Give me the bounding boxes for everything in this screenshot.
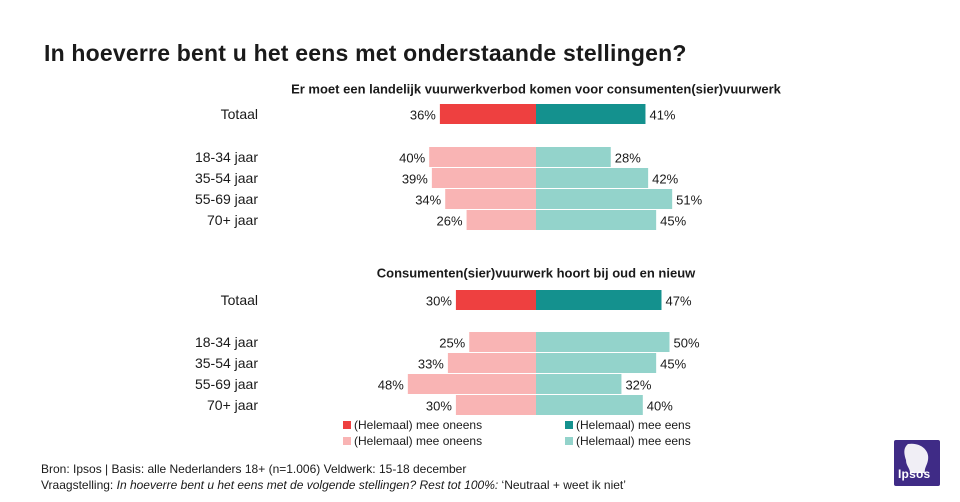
- value-label-eens-70-jaar: 40%: [647, 399, 673, 414]
- bar-eens-70-jaar: [536, 395, 643, 415]
- bar-oneens-70-jaar: [455, 395, 536, 415]
- value-label-oneens-35-54-jaar: 39%: [402, 172, 428, 187]
- category-label-35-54-jaar: 35-54 jaar: [195, 170, 258, 186]
- value-label-eens-35-54-jaar: 45%: [660, 357, 686, 372]
- value-label-oneens-totaal: 30%: [426, 294, 452, 309]
- bar-eens-55-69-jaar: [536, 374, 622, 394]
- value-label-eens-55-69-jaar: 51%: [676, 193, 702, 208]
- source-note: Bron: Ipsos | Basis: alle Nederlanders 1…: [41, 462, 467, 476]
- question-text: In hoeverre bent u het eens met de volge…: [116, 478, 499, 492]
- legend-swatch-1: [343, 421, 351, 429]
- value-label-eens-35-54-jaar: 42%: [652, 172, 678, 187]
- legend-swatch-3: [343, 437, 351, 445]
- value-label-oneens-70-jaar: 30%: [426, 399, 452, 414]
- value-label-oneens-18-34-jaar: 25%: [439, 336, 465, 351]
- value-label-eens-55-69-jaar: 32%: [625, 378, 651, 393]
- bar-eens-35-54-jaar: [536, 353, 657, 373]
- legend-swatch-4: [565, 437, 573, 445]
- value-label-oneens-55-69-jaar: 48%: [378, 378, 404, 393]
- legend-label-2: (Helemaal) mee eens: [576, 418, 691, 432]
- bar-oneens-55-69-jaar: [445, 189, 536, 209]
- bar-eens-35-54-jaar: [536, 168, 649, 188]
- bar-oneens-35-54-jaar: [431, 168, 536, 188]
- bar-oneens-18-34-jaar: [429, 147, 536, 167]
- category-label-55-69-jaar: 55-69 jaar: [195, 191, 258, 207]
- category-label-70-jaar: 70+ jaar: [207, 397, 258, 413]
- value-label-eens-18-34-jaar: 28%: [615, 151, 641, 166]
- legend-label-3: (Helemaal) mee oneens: [354, 434, 482, 448]
- question-note: Vraagstelling: In hoeverre bent u het ee…: [41, 478, 626, 492]
- page-title: In hoeverre bent u het eens met ondersta…: [44, 40, 687, 66]
- logo-text: Ipsos: [898, 467, 931, 481]
- bar-eens-70-jaar: [536, 210, 657, 230]
- chart-1-title: Er moet een landelijk vuurwerkverbod kom…: [291, 82, 782, 97]
- value-label-oneens-18-34-jaar: 40%: [399, 151, 425, 166]
- value-label-eens-totaal: 47%: [665, 294, 691, 309]
- category-label-70-jaar: 70+ jaar: [207, 212, 258, 228]
- bar-oneens-55-69-jaar: [407, 374, 536, 394]
- value-label-eens-18-34-jaar: 50%: [674, 336, 700, 351]
- bar-oneens-totaal: [439, 104, 536, 124]
- legend-label-1: (Helemaal) mee oneens: [354, 418, 482, 432]
- value-label-eens-totaal: 41%: [649, 108, 675, 123]
- value-label-oneens-totaal: 36%: [410, 108, 436, 123]
- category-label-totaal: Totaal: [221, 292, 258, 308]
- value-label-oneens-35-54-jaar: 33%: [418, 357, 444, 372]
- bar-oneens-18-34-jaar: [469, 332, 536, 352]
- question-rest: ‘Neutraal + weet ik niet’: [498, 478, 626, 492]
- category-label-55-69-jaar: 55-69 jaar: [195, 376, 258, 392]
- chart-2-title: Consumenten(sier)vuurwerk hoort bij oud …: [377, 266, 696, 281]
- bar-eens-18-34-jaar: [536, 147, 611, 167]
- bar-eens-55-69-jaar: [536, 189, 673, 209]
- bar-oneens-70-jaar: [466, 210, 536, 230]
- legend-label-4: (Helemaal) mee eens: [576, 434, 691, 448]
- logo-figure-icon: [904, 443, 929, 473]
- category-label-18-34-jaar: 18-34 jaar: [195, 149, 258, 165]
- category-label-35-54-jaar: 35-54 jaar: [195, 355, 258, 371]
- bar-oneens-35-54-jaar: [447, 353, 536, 373]
- category-label-totaal: Totaal: [221, 106, 258, 122]
- value-label-oneens-70-jaar: 26%: [437, 214, 463, 229]
- bar-eens-totaal: [536, 290, 662, 310]
- bar-eens-18-34-jaar: [536, 332, 670, 352]
- value-label-oneens-55-69-jaar: 34%: [415, 193, 441, 208]
- category-label-18-34-jaar: 18-34 jaar: [195, 334, 258, 350]
- bar-oneens-totaal: [455, 290, 536, 310]
- legend-swatch-2: [565, 421, 573, 429]
- question-label: Vraagstelling:: [41, 478, 117, 492]
- bar-eens-totaal: [536, 104, 646, 124]
- ipsos-logo: Ipsos: [894, 440, 940, 486]
- value-label-eens-70-jaar: 45%: [660, 214, 686, 229]
